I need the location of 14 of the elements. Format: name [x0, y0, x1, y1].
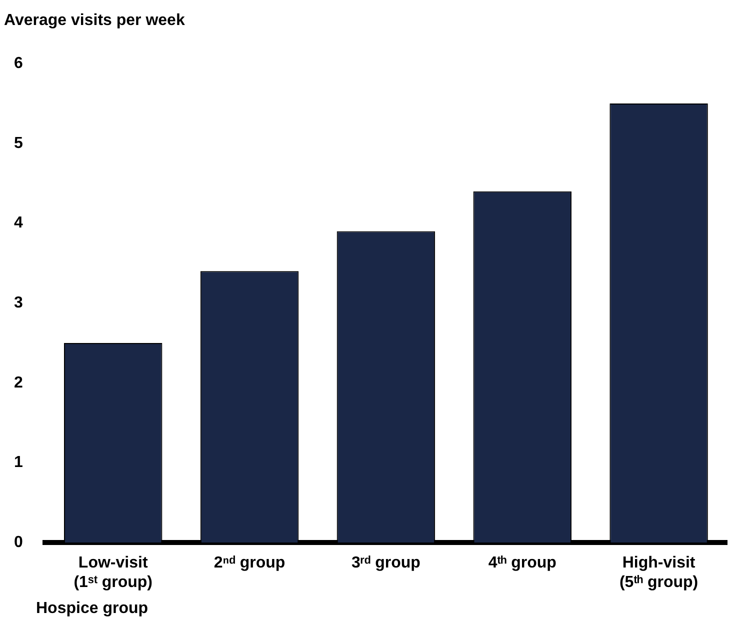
x-tick-label: 3ʳᵈ group	[351, 554, 421, 572]
y-tick-label: 3	[14, 294, 23, 312]
y-tick-label: 5	[14, 134, 23, 152]
y-tick-label: 2	[14, 374, 23, 392]
x-axis-title: Hospice group	[36, 600, 148, 618]
x-tick-label: 4ᵗʰ group	[488, 554, 557, 572]
y-tick-label: 1	[14, 454, 23, 472]
y-axis-title: Average visits per week	[4, 12, 185, 30]
x-tick-label: 2ⁿᵈ group	[214, 554, 286, 572]
x-tick-label: Low-visit (1ˢᵗ group)	[74, 554, 153, 591]
x-tick-label: High-visit (5ᵗʰ group)	[619, 554, 698, 591]
y-tick-label: 0	[14, 534, 23, 552]
y-tick-label: 4	[14, 214, 23, 232]
y-tick-label: 6	[14, 55, 23, 72]
